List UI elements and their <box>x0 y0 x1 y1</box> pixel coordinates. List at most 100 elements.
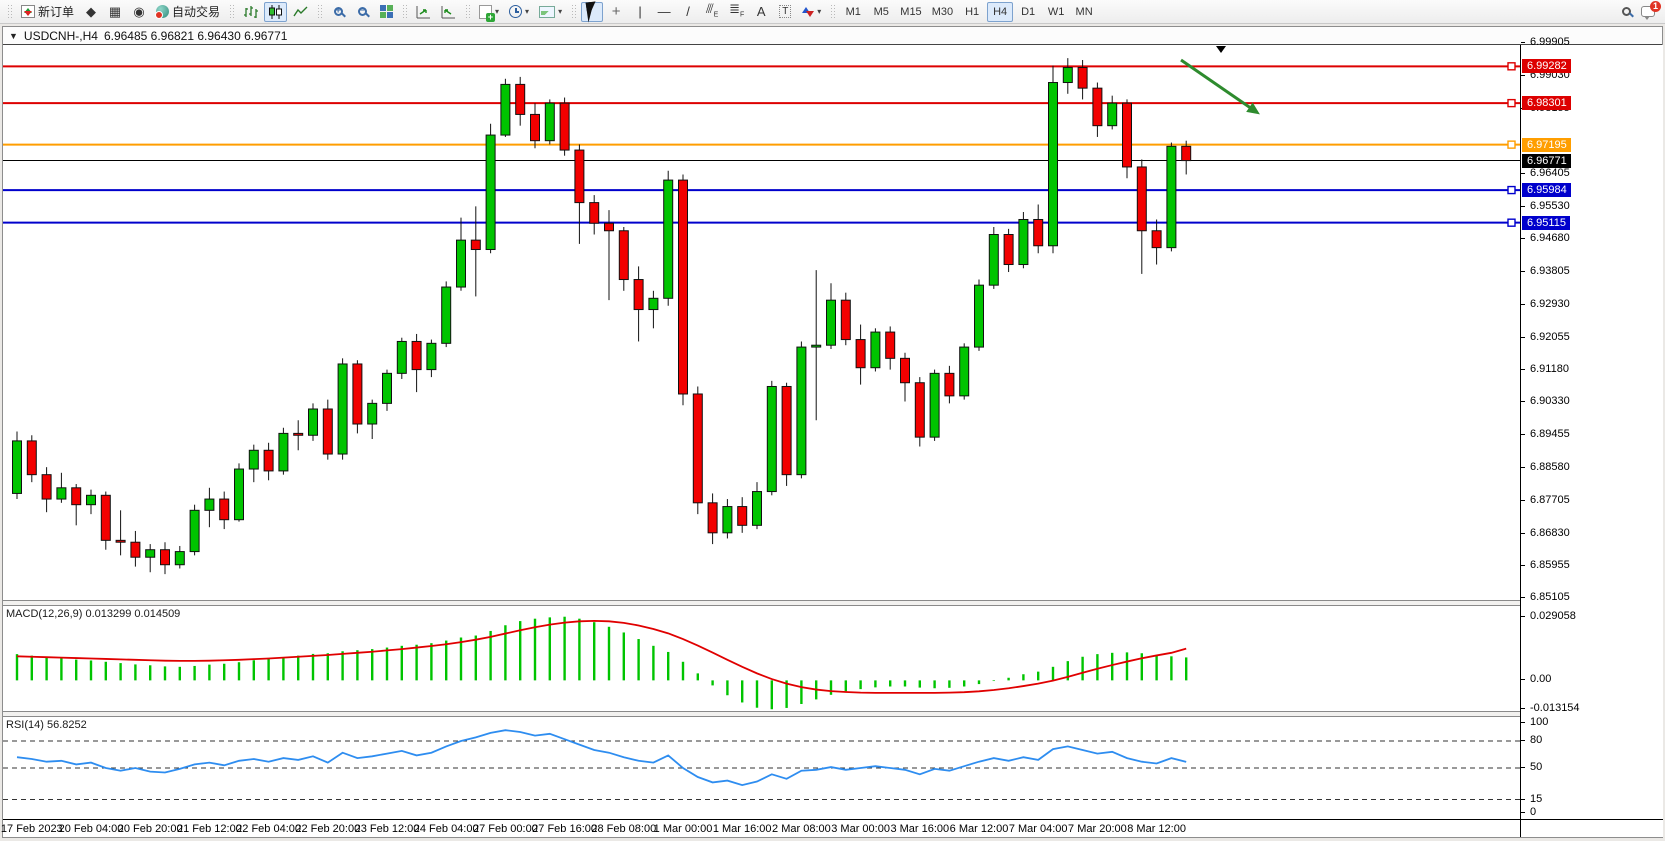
label-tool-button[interactable]: T <box>774 2 796 22</box>
trendline-tool-button[interactable]: / <box>677 2 699 22</box>
toolbar-grip[interactable] <box>7 3 12 20</box>
pane-separator[interactable] <box>3 600 1662 606</box>
candle-body <box>219 498 230 521</box>
periods-button[interactable]: ▾ <box>505 2 533 22</box>
chart-titlebar[interactable]: ▼ USDCNH-,H4 6.96485 6.96821 6.96430 6.9… <box>3 27 1662 45</box>
candle-body <box>71 487 82 506</box>
candle-body <box>1122 102 1132 168</box>
toolbar-grip[interactable] <box>465 3 471 20</box>
toolbar-grip[interactable] <box>571 3 577 20</box>
arrows-tool-button[interactable]: ▾ <box>798 2 825 22</box>
price-tick-label: 80 <box>1521 734 1542 746</box>
candle-body <box>485 134 496 251</box>
time-axis-label: 6 Mar 12:00 <box>949 823 1009 835</box>
price-level-badge: 6.97195 <box>1522 137 1571 152</box>
new-order-button[interactable]: 新订单 <box>17 2 78 22</box>
candle-body <box>308 408 318 436</box>
timeframe-button-m1[interactable]: M1 <box>845 5 861 18</box>
price-tick-label: 100 <box>1521 716 1548 728</box>
candle-body <box>115 539 126 543</box>
candle-body <box>722 506 733 534</box>
candle-body <box>234 468 244 521</box>
toolbar-grip[interactable] <box>830 3 836 20</box>
level-line-handle <box>1507 185 1516 195</box>
template-icon <box>539 5 556 18</box>
text-tool-button[interactable]: A <box>750 2 772 22</box>
fibonacci-tool-button[interactable]: ≣F <box>725 2 748 22</box>
chart-shift-icon <box>441 5 456 18</box>
candlestick-icon <box>269 4 283 19</box>
templates-button[interactable]: ▾ <box>535 2 566 22</box>
equidistant-channel-icon: ⫻E <box>705 0 719 19</box>
chart-shift-button[interactable] <box>437 2 460 22</box>
toolbar-grip[interactable] <box>402 3 408 20</box>
timeframe-button-w1[interactable]: W1 <box>1047 5 1065 18</box>
price-tick-label: 6.87705 <box>1521 494 1570 506</box>
time-axis-label: 17 Feb 2023 <box>0 823 63 835</box>
time-axis-label: 8 Mar 12:00 <box>1127 823 1186 835</box>
candle-body <box>604 222 614 232</box>
cursor-icon <box>585 0 599 23</box>
time-axis-label: 2 Mar 08:00 <box>772 823 831 835</box>
candlestick-mode-button[interactable] <box>264 1 288 22</box>
rsi-label: RSI(14) 56.8252 <box>6 719 87 731</box>
line-chart-mode-button[interactable] <box>289 2 312 22</box>
price-tick-label: 6.92055 <box>1521 331 1570 343</box>
timeframe-button-h1[interactable]: H1 <box>965 5 980 18</box>
signals-button[interactable]: ◉ <box>128 2 150 22</box>
pane-separator[interactable] <box>3 711 1662 717</box>
candle-body <box>174 551 185 566</box>
timeframe-button-m30[interactable]: M30 <box>931 5 954 18</box>
fibonacci-icon: ≣F <box>729 0 745 19</box>
vertical-line-tool-button[interactable]: | <box>629 2 651 22</box>
bar-chart-mode-button[interactable] <box>239 2 262 22</box>
timeframe-button-mn[interactable]: MN <box>1075 5 1093 18</box>
time-axis-label: 22 Feb 20:00 <box>295 823 361 835</box>
main-chart-svg <box>3 46 1520 575</box>
timeframe-button-m15[interactable]: M15 <box>900 5 922 18</box>
collapse-triangle-icon[interactable]: ▼ <box>9 30 18 41</box>
clock-icon <box>509 5 523 18</box>
candle-body <box>100 494 111 541</box>
timeframe-button-h4[interactable]: H4 <box>987 1 1014 22</box>
macd-svg <box>15 616 1188 710</box>
timeframe-button-m5[interactable]: M5 <box>873 5 889 18</box>
candle-body <box>840 299 851 341</box>
candle-body <box>456 239 466 288</box>
chat-icon[interactable]: 1 <box>1641 1 1661 20</box>
time-axis[interactable]: 17 Feb 2023 20 Feb 04:00 20 Feb 20:00 21 Fe… <box>0 819 1520 837</box>
charts-window-button[interactable]: ▦ <box>104 2 126 22</box>
crosshair-tool-button[interactable]: + <box>605 2 627 22</box>
rsi-pane[interactable]: RSI(14) 56.8252 <box>3 717 1520 819</box>
quotes-button[interactable]: ◆ <box>80 2 102 22</box>
main-price-pane[interactable] <box>3 45 1520 600</box>
channel-tool-button[interactable]: ⫻E <box>701 2 723 22</box>
signal-broadcast-icon: ◉ <box>133 4 145 19</box>
candle-body <box>648 297 659 311</box>
tile-windows-button[interactable] <box>375 2 397 22</box>
price-axis[interactable]: 6.999056.990306.981556.964056.955306.946… <box>1520 36 1663 819</box>
auto-trading-button[interactable]: 自动交易 <box>152 2 224 22</box>
search-icon[interactable] <box>1622 7 1631 16</box>
auto-trading-icon <box>155 5 170 19</box>
toolbar-grip[interactable] <box>229 3 235 20</box>
trend-arrow-annotation[interactable] <box>1180 58 1256 113</box>
macd-pane[interactable]: MACD(12,26,9) 0.013299 0.014509 <box>3 606 1520 711</box>
candle-body <box>766 385 777 493</box>
cursor-tool-button[interactable] <box>581 0 604 23</box>
auto-scroll-button[interactable] <box>412 2 435 22</box>
level-line-handle <box>1507 140 1516 149</box>
zoom-in-button[interactable]: + <box>327 2 349 22</box>
bar-chart-icon <box>244 5 259 18</box>
candle-body <box>500 83 511 136</box>
chart-body: MACD(12,26,9) 0.013299 0.014509 RSI(14) … <box>0 36 1663 837</box>
time-axis-label: 7 Mar 04:00 <box>1008 823 1068 835</box>
candle-body <box>337 363 348 455</box>
candle-body <box>367 402 378 425</box>
zoom-out-button[interactable]: − <box>351 2 373 22</box>
horizontal-line-tool-button[interactable]: — <box>653 2 675 22</box>
timeframe-button-d1[interactable]: D1 <box>1021 5 1036 18</box>
toolbar-grip[interactable] <box>317 3 323 20</box>
new-order-icon <box>21 5 35 18</box>
add-indicator-button[interactable]: ▾ <box>475 2 503 22</box>
